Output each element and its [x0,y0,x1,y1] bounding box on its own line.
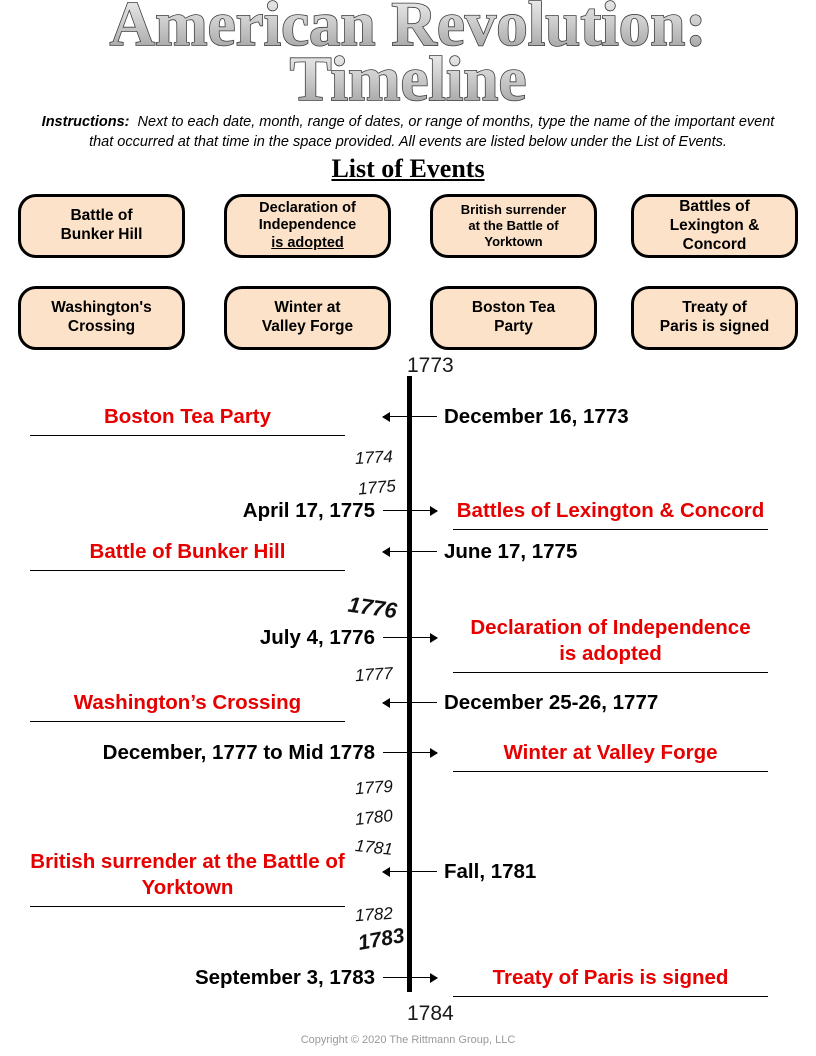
svg-text:Timeline: Timeline [290,44,527,113]
